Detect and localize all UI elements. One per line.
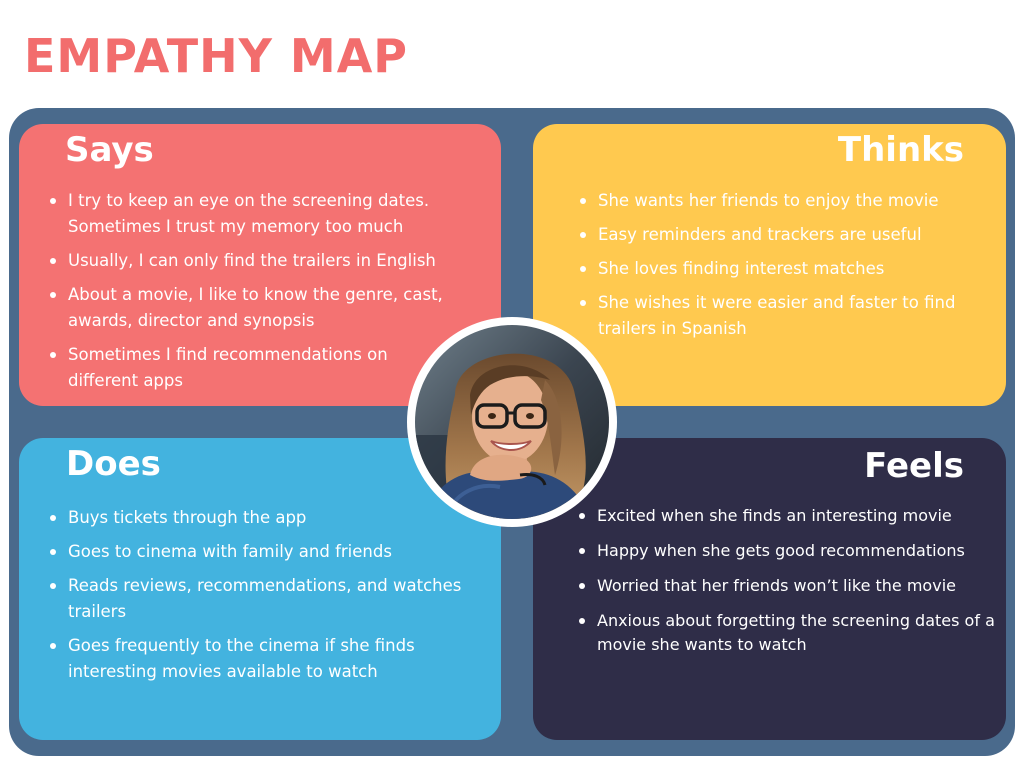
bullet-icon	[50, 515, 56, 521]
list-item-text: She loves finding interest matches	[598, 259, 885, 278]
bullet-icon	[580, 300, 586, 306]
bullet-icon	[579, 513, 585, 519]
list-item-text: I try to keep an eye on the screening da…	[68, 191, 430, 236]
list-item-text: Easy reminders and trackers are useful	[598, 225, 922, 244]
thinks-heading: Thinks	[837, 130, 964, 170]
bullet-icon	[50, 583, 56, 589]
thinks-list: She wants her friends to enjoy the movie…	[578, 188, 1003, 350]
list-item-text: Reads reviews, recommendations, and watc…	[68, 576, 462, 621]
list-item-text: Goes to cinema with family and friends	[68, 542, 392, 561]
feels-quadrant: Feels Excited when she finds an interest…	[533, 438, 1006, 740]
bullet-icon	[580, 198, 586, 204]
list-item: Worried that her friends won’t like the …	[577, 574, 997, 598]
list-item-text: She wishes it were easier and faster to …	[598, 293, 956, 338]
list-item: I try to keep an eye on the screening da…	[48, 188, 488, 240]
bullet-icon	[50, 643, 56, 649]
bullet-icon	[50, 549, 56, 555]
list-item: Easy reminders and trackers are useful	[578, 222, 1003, 248]
bullet-icon	[50, 198, 56, 204]
user-photo-icon	[415, 325, 609, 519]
list-item: About a movie, I like to know the genre,…	[48, 282, 488, 334]
bullet-icon	[50, 292, 56, 298]
bullet-icon	[580, 232, 586, 238]
list-item: Happy when she gets good recommendations	[577, 539, 997, 563]
list-item-text: Buys tickets through the app	[68, 508, 307, 527]
says-list: I try to keep an eye on the screening da…	[48, 188, 488, 402]
list-item: Goes to cinema with family and friends	[48, 539, 488, 565]
bullet-icon	[50, 352, 56, 358]
list-item-text: Happy when she gets good recommendations	[597, 541, 965, 560]
list-item: Anxious about forgetting the screening d…	[577, 609, 997, 657]
bullet-icon	[50, 258, 56, 264]
feels-list: Excited when she finds an interesting mo…	[577, 504, 997, 668]
list-item: Usually, I can only find the trailers in…	[48, 248, 488, 274]
list-item: She wishes it were easier and faster to …	[578, 290, 1003, 342]
list-item-text: Anxious about forgetting the screening d…	[597, 611, 995, 654]
list-item-text: Usually, I can only find the trailers in…	[68, 251, 436, 270]
list-item-text: About a movie, I like to know the genre,…	[68, 285, 443, 330]
page-title: EMPATHY MAP	[24, 29, 409, 83]
list-item: She loves finding interest matches	[578, 256, 1003, 282]
feels-heading: Feels	[864, 446, 964, 486]
bullet-icon	[579, 583, 585, 589]
does-quadrant: Does Buys tickets through the app Goes t…	[19, 438, 501, 740]
bullet-icon	[579, 618, 585, 624]
says-quadrant: Says I try to keep an eye on the screeni…	[19, 124, 501, 406]
does-heading: Does	[66, 444, 161, 484]
bullet-icon	[580, 266, 586, 272]
list-item-text: Sometimes I find recommendations on diff…	[68, 345, 388, 390]
list-item: Reads reviews, recommendations, and watc…	[48, 573, 488, 625]
list-item-text: Excited when she finds an interesting mo…	[597, 506, 952, 525]
list-item-text: Goes frequently to the cinema if she fin…	[68, 636, 415, 681]
list-item: Excited when she finds an interesting mo…	[577, 504, 997, 528]
thinks-quadrant: Thinks She wants her friends to enjoy th…	[533, 124, 1006, 406]
list-item-text: She wants her friends to enjoy the movie	[598, 191, 939, 210]
list-item: Sometimes I find recommendations on diff…	[48, 342, 488, 394]
list-item: She wants her friends to enjoy the movie	[578, 188, 1003, 214]
avatar	[407, 317, 617, 527]
bullet-icon	[579, 548, 585, 554]
list-item: Buys tickets through the app	[48, 505, 488, 531]
list-item: Goes frequently to the cinema if she fin…	[48, 633, 488, 685]
says-heading: Says	[65, 130, 154, 170]
list-item-text: Worried that her friends won’t like the …	[597, 576, 956, 595]
does-list: Buys tickets through the app Goes to cin…	[48, 505, 488, 693]
